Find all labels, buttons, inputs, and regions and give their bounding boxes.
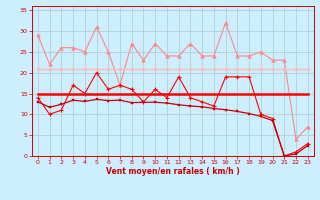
X-axis label: Vent moyen/en rafales ( km/h ): Vent moyen/en rafales ( km/h ) — [106, 167, 240, 176]
